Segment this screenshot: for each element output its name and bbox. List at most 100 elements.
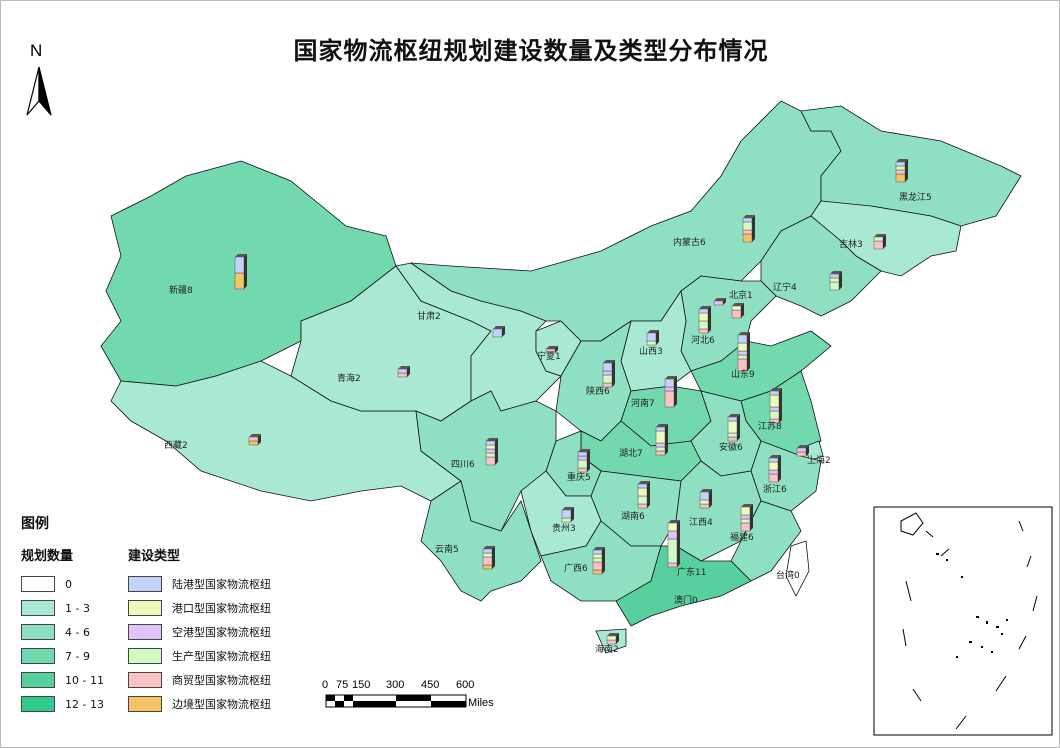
bar-side (747, 332, 750, 371)
legend-count-item: 4 - 6 (21, 620, 106, 644)
bar-segment-M (485, 456, 496, 466)
stacked-bar (234, 254, 247, 290)
legend-swatch (128, 672, 162, 688)
legend-type-column: 建设类型 陆港型国家物流枢纽 港口型国家物流枢纽 空港型国家物流枢纽 生产型国家物流枢… (128, 545, 271, 716)
stacked-bar (769, 388, 782, 424)
bar-side (495, 438, 498, 465)
province-count: 2 (435, 312, 441, 322)
bar-segment-S (655, 446, 666, 452)
bar-segment-L (482, 548, 493, 554)
province-label: 山西3 (639, 346, 663, 357)
bar-top (874, 234, 886, 237)
legend-swatch (21, 600, 55, 616)
bar-top (699, 306, 711, 309)
bar-segment-S (602, 374, 613, 384)
north-arrow-icon (26, 66, 52, 116)
stacked-bar (895, 159, 908, 183)
province-count: 8 (187, 286, 193, 296)
province-label: 江苏8 (758, 420, 782, 432)
province-count: 6 (639, 512, 645, 522)
bar-segment-L (895, 161, 906, 167)
bar-side (616, 633, 619, 644)
province-name: 安徽 (719, 441, 737, 453)
bar-segment-M (664, 390, 675, 408)
bar-side (677, 520, 680, 567)
province-name: 江苏 (758, 420, 776, 432)
bar-side (647, 481, 650, 508)
bar-segment-B (592, 569, 603, 575)
province-label: 湖南6 (621, 510, 645, 522)
bar-segment-L (664, 378, 675, 388)
bar-side (502, 326, 505, 337)
bar-top (483, 546, 495, 549)
province-count: 3 (857, 240, 863, 250)
province-label: 山东9 (731, 368, 755, 380)
stacked-bar (742, 215, 755, 243)
bar-segment-G (768, 461, 779, 471)
bar-side (587, 449, 590, 472)
legend-count-heading: 规划数量 (21, 549, 74, 564)
bar-segment-L (561, 509, 572, 519)
bar-side (709, 489, 712, 508)
bar-segment-G (769, 394, 780, 408)
scale-tick: 300 (386, 679, 405, 691)
bar-segment-S (740, 518, 751, 524)
province-count: 0 (692, 596, 698, 606)
bar-top (578, 449, 590, 452)
province-label: 吉林3 (839, 238, 863, 250)
legend-type-label: 边境型国家物流枢纽 (172, 698, 271, 711)
stacked-bar (397, 366, 410, 378)
bar-side (741, 303, 744, 318)
bar-segment-S (727, 432, 738, 438)
stacked-bar (485, 438, 498, 466)
legend-count-item: 7 - 9 (21, 644, 106, 668)
bar-segment-K (577, 455, 588, 461)
province-count: 6 (604, 387, 610, 397)
stacked-bar (248, 434, 261, 446)
legend-count-label: 4 - 6 (65, 625, 90, 639)
legend: 图例 规划数量 0 1 - 3 4 - 6 7 - 9 10 - 11 12 - 13 建… (21, 513, 271, 716)
stacked-bar (737, 332, 750, 372)
province-count: 6 (469, 460, 475, 470)
north-label: N (30, 41, 43, 60)
province-广东 (615, 545, 752, 627)
scale-bar (325, 694, 467, 708)
province-label: 重庆5 (567, 471, 591, 483)
province-count: 6 (748, 533, 754, 543)
province-label: 黑龙江5 (899, 191, 932, 203)
legend-swatch (21, 576, 55, 592)
province-name: 内蒙古 (673, 236, 700, 248)
bar-segment-S (698, 320, 709, 330)
bar-segment-G (699, 499, 710, 505)
province-label: 陕西6 (586, 385, 610, 397)
stacked-bar (482, 546, 495, 570)
legend-swatch (21, 672, 55, 688)
legend-count-label: 10 - 11 (65, 673, 104, 687)
bar-top (830, 271, 842, 274)
legend-type-heading: 建设类型 (128, 549, 181, 564)
stacked-bar (577, 449, 590, 473)
province-count: 8 (776, 422, 782, 432)
bar-side (723, 298, 726, 305)
bar-segment-B (482, 564, 493, 570)
legend-count-label: 12 - 13 (65, 697, 104, 711)
bar-segment-S (646, 340, 657, 346)
bar-top (668, 520, 680, 523)
scale-tick: 0 (322, 679, 329, 691)
bar-top (493, 326, 505, 329)
province-name: 吉林 (839, 238, 857, 250)
bar-top (665, 376, 677, 379)
bar-segment-L (768, 457, 779, 463)
province-name: 澳门 (674, 594, 692, 606)
stacked-bar (667, 520, 680, 568)
bar-segment-G (667, 522, 678, 532)
bar-top (593, 547, 605, 550)
bar-segment-G (740, 506, 751, 516)
stacked-bar (829, 271, 842, 291)
bar-side (806, 445, 809, 456)
province-label: 辽宁4 (773, 281, 797, 293)
bar-side (665, 424, 668, 455)
bar-segment-M (397, 372, 408, 378)
province-label: 海南2 (595, 643, 619, 655)
bar-segment-G (606, 635, 617, 641)
